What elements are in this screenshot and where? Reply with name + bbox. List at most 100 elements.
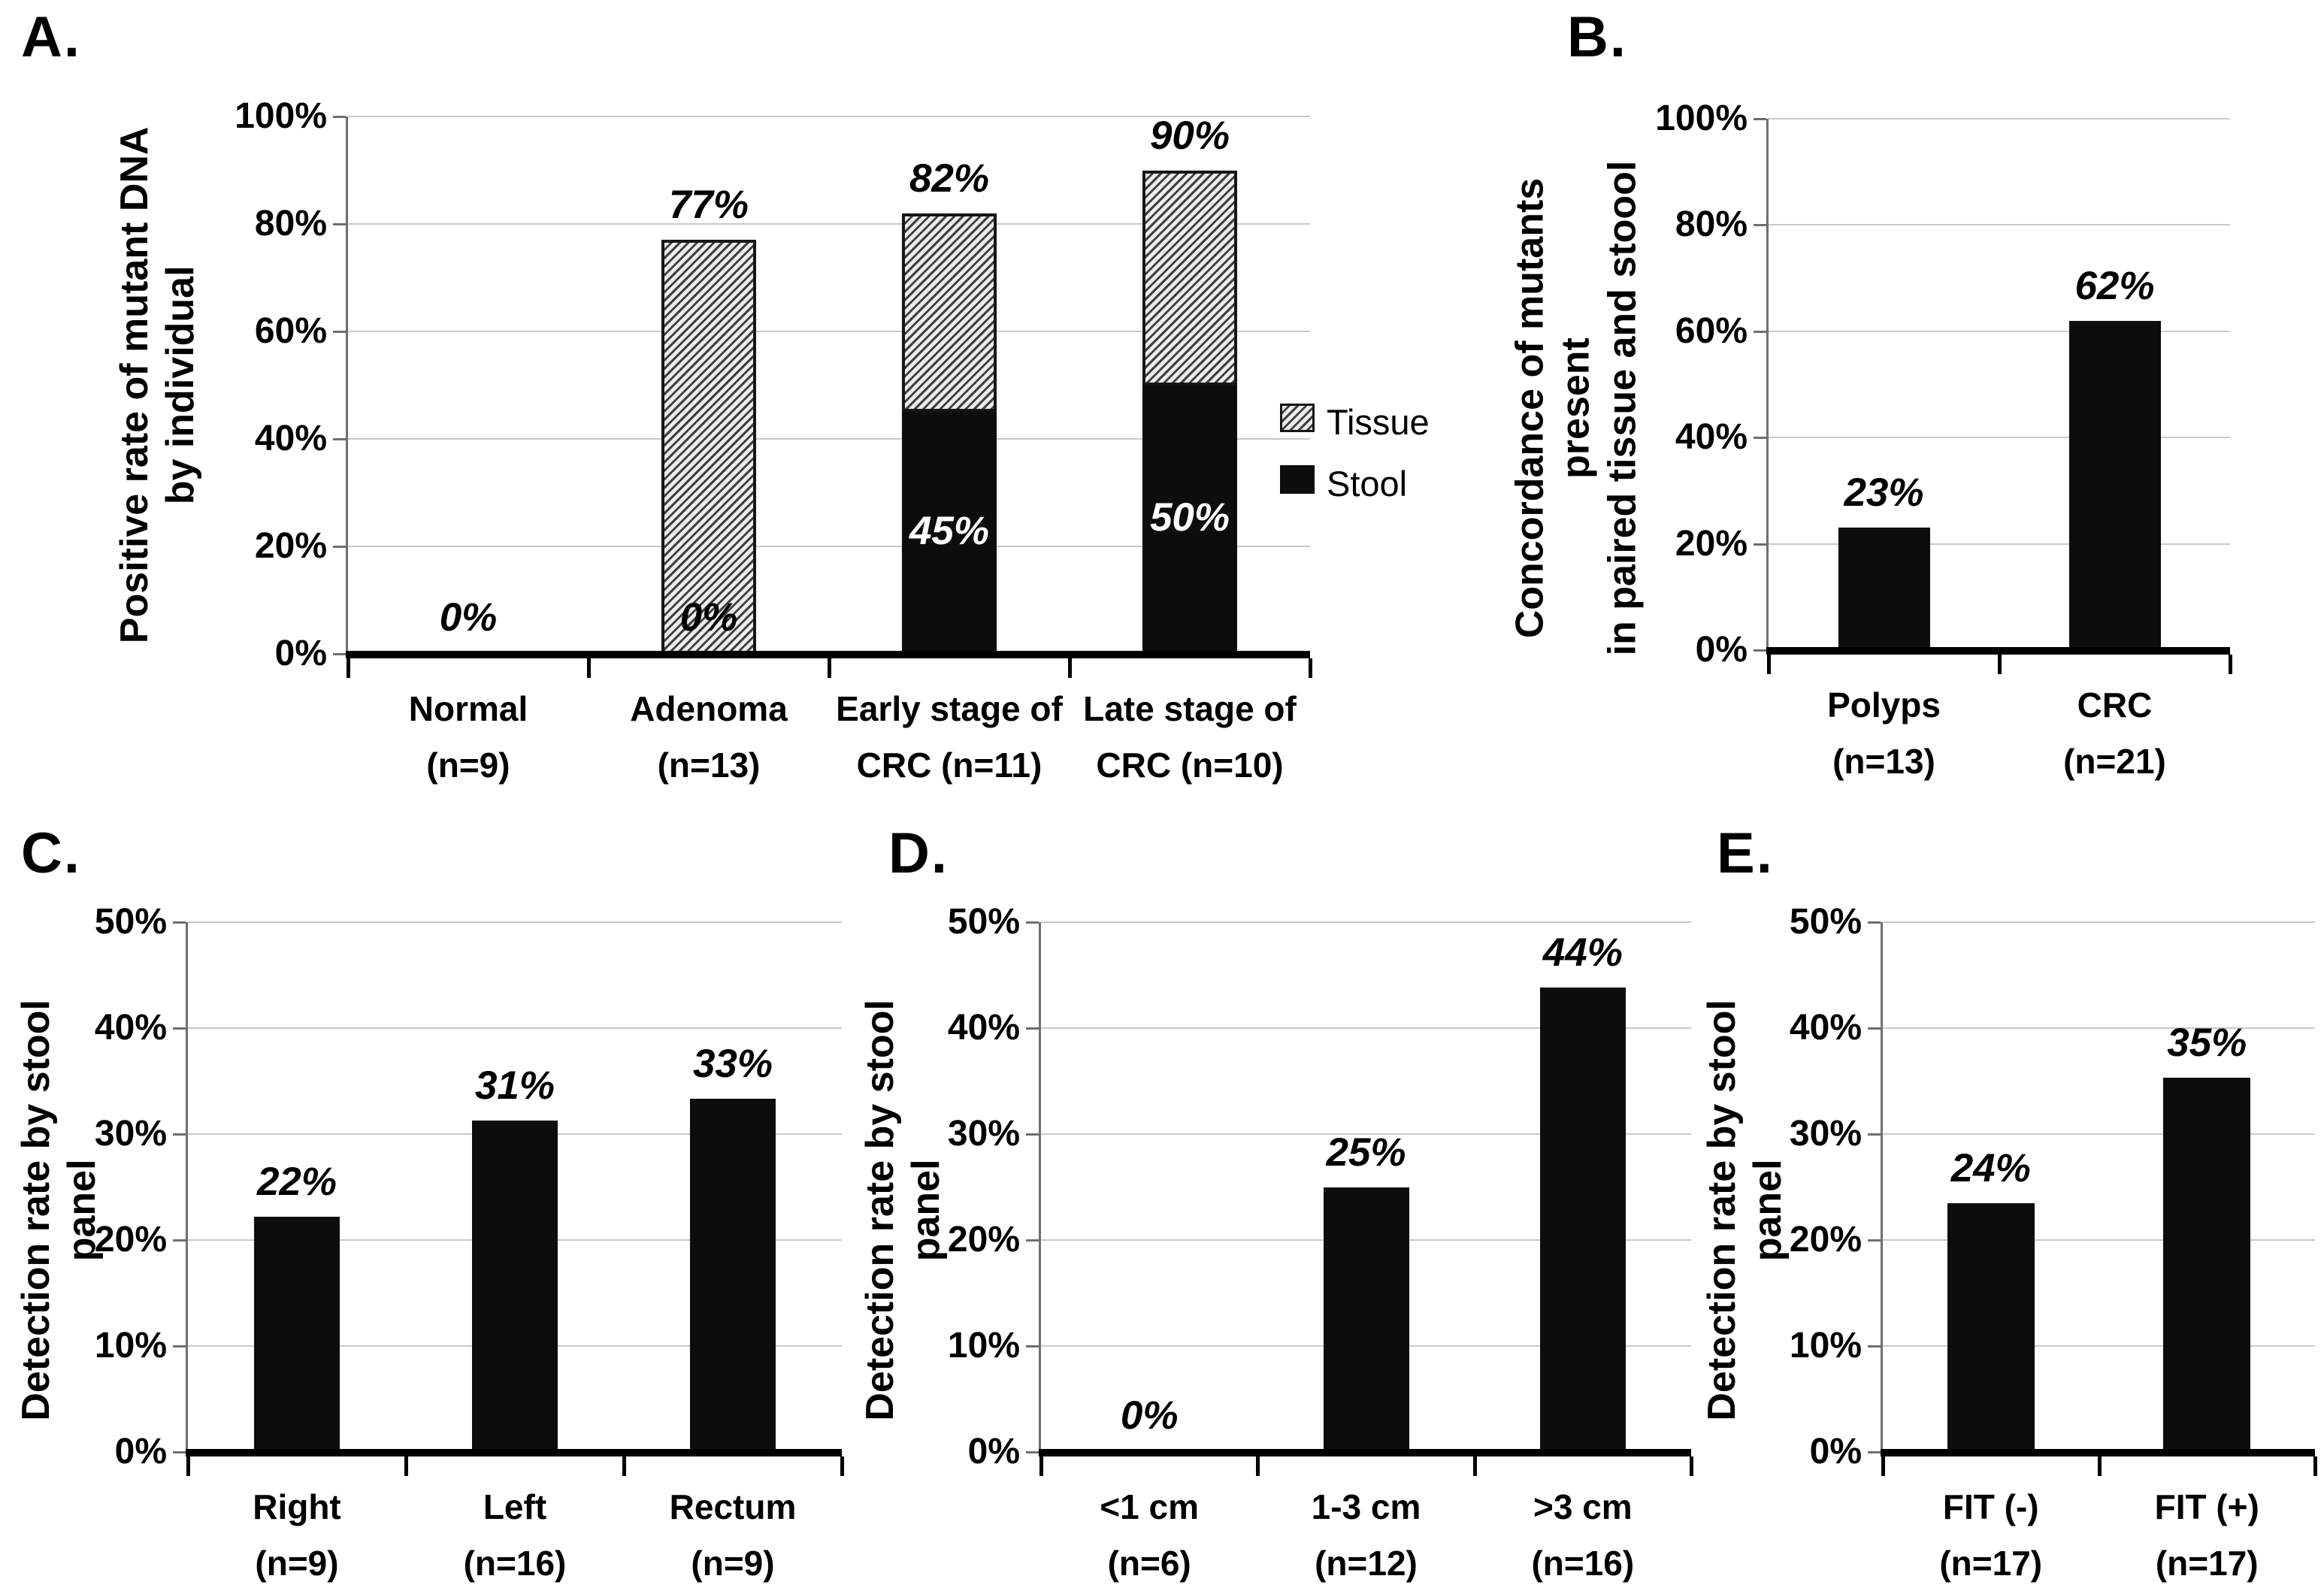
- bar-stool-label: 45%: [909, 509, 990, 554]
- y-tick-label: 10%: [947, 1326, 1020, 1366]
- panel-a-letter: A.: [21, 5, 81, 69]
- y-axis-line: [1766, 119, 1769, 650]
- x-axis-line: [1039, 1449, 1691, 1456]
- x-axis-tick: [1767, 655, 1771, 674]
- y-axis-line: [346, 116, 348, 654]
- y-tick-label: 60%: [254, 311, 327, 351]
- y-axis-tick: [1026, 921, 1039, 924]
- x-axis-tick: [1309, 658, 1312, 678]
- y-axis-tick: [1026, 1239, 1039, 1242]
- y-tick-label: 40%: [1675, 417, 1748, 458]
- y-axis-tick: [1754, 543, 1766, 546]
- y-tick-label: 80%: [1675, 204, 1748, 245]
- x-axis-tick: [1881, 1456, 1885, 1476]
- bar-value-label: 23%: [1844, 470, 1924, 515]
- y-tick-label: 0%: [274, 634, 327, 673]
- y-tick-label: 50%: [94, 902, 167, 942]
- category-label: FIT (+) (n=17): [2154, 1487, 2259, 1583]
- bar: [2068, 321, 2161, 650]
- y-axis-tick: [1754, 437, 1766, 440]
- bar: [2163, 1078, 2251, 1452]
- y-tick-label: 0%: [967, 1432, 1020, 1472]
- category-label: Adenoma (n=13): [630, 689, 788, 785]
- category-label: Rectum (n=9): [669, 1487, 797, 1583]
- y-axis-tick: [173, 1345, 186, 1348]
- y-axis-tick: [333, 546, 346, 548]
- x-axis-tick: [1039, 1456, 1043, 1476]
- y-tick-label: 0%: [114, 1432, 167, 1472]
- y-tick-label: 0%: [1809, 1432, 1862, 1472]
- legend-label-stool: Stool: [1327, 464, 1408, 504]
- legend-label-tissue: Tissue: [1327, 402, 1430, 442]
- y-axis-line: [1881, 922, 1883, 1452]
- y-tick-label: 100%: [235, 96, 327, 136]
- y-tick-label: 40%: [94, 1008, 167, 1048]
- y-tick-label: 10%: [94, 1326, 167, 1366]
- y-tick-label: 0%: [1695, 630, 1748, 670]
- y-axis-tick: [1868, 1345, 1881, 1348]
- y-tick-label: 20%: [1789, 1220, 1862, 1260]
- y-axis-tick: [1026, 1451, 1039, 1453]
- bar: [1539, 988, 1626, 1452]
- bar-stool: [1142, 385, 1237, 654]
- panel-a-y-axis-title: Positive rate of mutant DNA by individua…: [113, 126, 203, 644]
- bar-value-label: 0%: [1120, 1393, 1179, 1438]
- gridline-20: [1883, 1239, 2315, 1241]
- x-axis-tick: [828, 658, 831, 678]
- y-tick-label: 40%: [947, 1008, 1020, 1048]
- y-tick-label: 20%: [254, 526, 327, 566]
- y-tick-label: 30%: [947, 1114, 1020, 1154]
- y-axis-line: [186, 922, 188, 1452]
- gridline-80: [348, 223, 1310, 225]
- panel-e-letter: E.: [1717, 821, 1774, 885]
- y-axis-tick: [1754, 118, 1766, 120]
- gridline-40: [348, 438, 1310, 440]
- gridline-40: [1769, 437, 2230, 439]
- bar-total-label: 77%: [668, 183, 749, 228]
- y-axis-tick: [1868, 1133, 1881, 1136]
- gridline-30: [1883, 1133, 2315, 1135]
- y-axis-tick: [1868, 1451, 1881, 1453]
- x-axis-line: [1881, 1449, 2315, 1456]
- y-tick-label: 30%: [94, 1114, 167, 1154]
- y-axis-line: [1039, 922, 1041, 1452]
- y-axis-tick: [173, 921, 186, 924]
- y-axis-tick: [1868, 1239, 1881, 1242]
- gridline-50: [188, 921, 842, 923]
- category-label: Polyps (n=13): [1827, 685, 1941, 781]
- bar-stool: [902, 412, 997, 654]
- bar-stool-label: 50%: [1149, 495, 1230, 540]
- bar-total-label: 82%: [909, 156, 990, 201]
- bar-tissue: [1142, 170, 1237, 386]
- y-tick-label: 20%: [1675, 523, 1748, 564]
- y-axis-tick: [1026, 1345, 1039, 1348]
- x-axis-tick: [840, 1456, 844, 1476]
- gridline-60: [1769, 330, 2230, 332]
- bar: [254, 1216, 340, 1452]
- bar: [1947, 1202, 2035, 1452]
- gridline-40: [1883, 1027, 2315, 1029]
- y-axis-tick: [1026, 1133, 1039, 1136]
- y-axis-tick: [333, 653, 346, 655]
- y-axis-tick: [333, 331, 346, 333]
- gridline-20: [348, 546, 1310, 547]
- category-label: Normal (n=9): [408, 689, 528, 785]
- y-tick-label: 40%: [1789, 1008, 1862, 1048]
- y-axis-tick: [173, 1451, 186, 1453]
- y-tick-label: 10%: [1789, 1326, 1862, 1366]
- panel-b-letter: B.: [1567, 5, 1627, 69]
- x-axis-tick: [1256, 1456, 1260, 1476]
- panel-c-letter: C.: [21, 821, 81, 885]
- y-tick-label: 40%: [254, 419, 327, 458]
- y-tick-label: 20%: [94, 1220, 167, 1260]
- y-tick-label: 50%: [1789, 902, 1862, 942]
- gridline-100: [1769, 118, 2230, 119]
- y-axis-tick: [173, 1239, 186, 1242]
- panel-d-letter: D.: [888, 821, 949, 885]
- bar-value-label: 44%: [1542, 930, 1623, 975]
- x-axis-tick: [622, 1456, 626, 1476]
- bar-total-label: 0%: [439, 595, 498, 640]
- y-tick-label: 100%: [1655, 98, 1748, 138]
- x-axis-tick: [1472, 1456, 1477, 1476]
